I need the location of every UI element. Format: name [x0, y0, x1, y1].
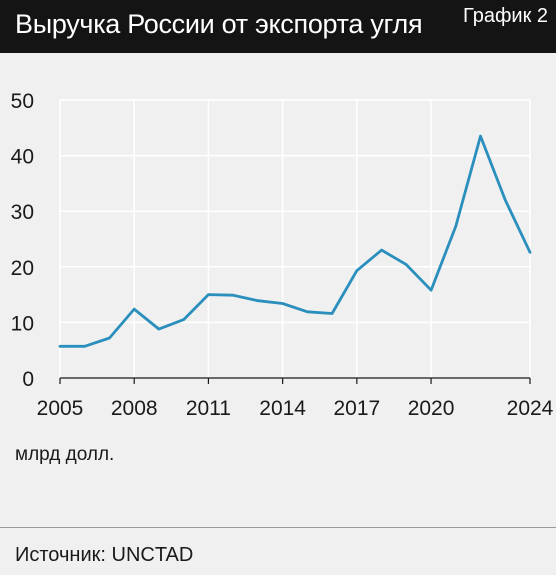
footer-divider	[0, 527, 556, 528]
y-tick-label: 10	[11, 312, 34, 335]
x-tick-label: 2008	[111, 397, 158, 420]
y-axis-unit-label: млрд долл.	[15, 444, 115, 465]
source-note: Источник: UNCTAD	[15, 544, 194, 566]
x-tick-label: 2005	[37, 397, 84, 420]
y-tick-label: 20	[11, 257, 34, 280]
x-tick-label: 2017	[333, 397, 380, 420]
x-tick-label: 2020	[408, 397, 455, 420]
axis-layer: 0 10 20 30 40 50 2005 2008 2011 2014 2017 2020 2024	[11, 90, 554, 420]
y-tick-label: 0	[22, 368, 34, 391]
y-tick-label: 30	[11, 201, 34, 224]
y-tick-label: 50	[11, 90, 34, 113]
chart-header: Выручка России от экспорта угля График 2	[0, 0, 556, 53]
chart-number-label: График 2	[462, 5, 548, 27]
series-layer	[58, 134, 532, 348]
x-tick-label: 2011	[186, 397, 231, 420]
chart-title: Выручка России от экспорта угля	[15, 9, 423, 39]
series-line-0	[58, 134, 532, 348]
x-tick-label: 2024	[507, 397, 554, 420]
line-chart: 0 10 20 30 40 50 2005 2008 2011 2014 2017 2020 2024	[11, 90, 554, 420]
x-tick-label: 2014	[259, 397, 306, 420]
grid-layer	[59, 99, 531, 378]
y-tick-label: 40	[11, 146, 34, 169]
